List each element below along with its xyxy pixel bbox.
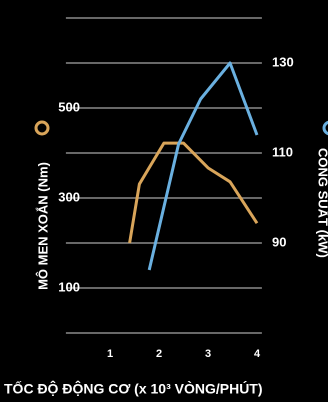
- x-tick-label: 3: [205, 348, 211, 360]
- x-tick-label: 2: [156, 348, 162, 360]
- y-tick-label: 300: [58, 189, 80, 204]
- series-line: [128, 141, 259, 244]
- legend-icon: [322, 120, 328, 136]
- x-axis-label: TỐC ĐỘ ĐỘNG CƠ (x 10³ VÒNG/PHÚT): [4, 380, 263, 397]
- y2-axis-label: CÔNG SUẤT (kW): [316, 148, 328, 258]
- x-tick-label: 4: [254, 348, 261, 360]
- y-tick-label: 100: [58, 279, 80, 294]
- y-axis-label: MÔ MEN XOẮN (Nm): [35, 162, 50, 290]
- x-tick-label: 1: [107, 348, 113, 360]
- y2-tick-label: 90: [272, 234, 286, 249]
- y2-tick-label: 110: [272, 144, 293, 159]
- legend-icon: [34, 120, 50, 136]
- y2-tick-label: 130: [272, 54, 294, 69]
- series-line: [147, 61, 259, 271]
- y-tick-label: 500: [58, 99, 80, 114]
